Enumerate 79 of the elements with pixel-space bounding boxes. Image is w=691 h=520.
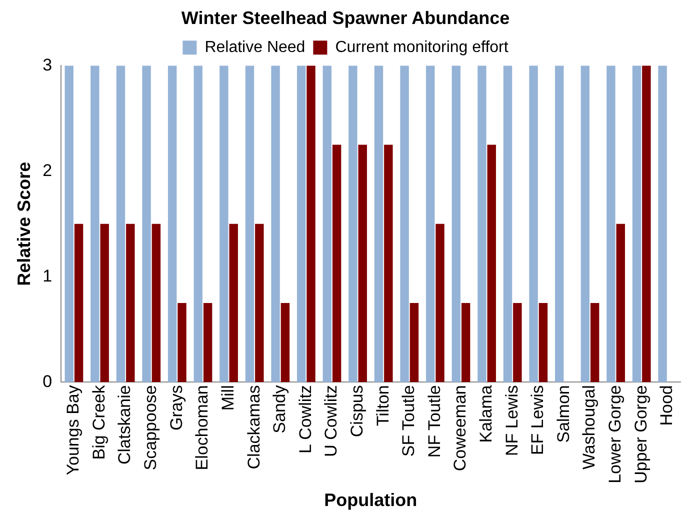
bar bbox=[168, 66, 177, 382]
x-tick-label: L Cowlitz bbox=[296, 385, 315, 454]
x-tick-label: Hood bbox=[657, 385, 676, 426]
x-tick-label: Clatskanie bbox=[115, 385, 134, 464]
bar bbox=[116, 66, 126, 382]
bar bbox=[306, 66, 316, 382]
bar bbox=[513, 302, 522, 382]
bar bbox=[410, 302, 419, 382]
x-tick-label: NF Lewis bbox=[502, 385, 522, 456]
bar bbox=[658, 66, 667, 382]
bar bbox=[384, 144, 393, 382]
x-tick-label: SF Toutle bbox=[399, 385, 418, 457]
x-tick-label: Clackamas bbox=[244, 385, 264, 470]
bar bbox=[529, 66, 538, 382]
x-tick-label: Kalama bbox=[476, 384, 496, 443]
bar bbox=[538, 302, 548, 382]
bar bbox=[554, 66, 564, 382]
x-tick-label: Mill bbox=[218, 385, 238, 411]
x-tick-label: Lower Gorge bbox=[605, 385, 624, 484]
y-tick-label: 1 bbox=[42, 266, 52, 286]
x-tick-label: Big Creek bbox=[89, 384, 108, 460]
legend-label: Relative Need bbox=[204, 39, 306, 56]
bar bbox=[194, 66, 202, 382]
bar bbox=[374, 66, 384, 382]
x-tick-label: Sandy bbox=[270, 384, 290, 434]
bar bbox=[322, 66, 332, 382]
bar bbox=[436, 224, 444, 382]
y-tick-label: 3 bbox=[42, 55, 52, 74]
x-tick-label: Tilton bbox=[373, 385, 392, 426]
y-tick-label: 2 bbox=[42, 160, 52, 180]
bar bbox=[152, 224, 161, 382]
bar bbox=[478, 66, 486, 382]
x-tick-label: Washougal bbox=[580, 385, 599, 470]
bar bbox=[126, 224, 135, 382]
x-tick-label: Upper Gorge bbox=[631, 385, 650, 484]
x-tick-label: NF Toutle bbox=[424, 385, 444, 458]
bar bbox=[461, 302, 470, 382]
x-tick-label: EF Lewis bbox=[528, 385, 548, 456]
bar bbox=[580, 66, 590, 382]
bar bbox=[632, 66, 642, 382]
bar bbox=[90, 66, 100, 382]
bar bbox=[642, 66, 651, 382]
bar bbox=[220, 66, 228, 382]
x-tick-label: Youngs Bay bbox=[64, 384, 83, 476]
bar bbox=[100, 224, 109, 382]
bar bbox=[296, 66, 306, 382]
bar bbox=[487, 144, 496, 382]
x-tick-label: Coweeman bbox=[450, 385, 470, 472]
y-tick-label: 0 bbox=[42, 372, 52, 391]
bar bbox=[348, 66, 358, 382]
bar bbox=[74, 224, 84, 382]
x-tick-label: Grays bbox=[166, 385, 186, 430]
bar bbox=[245, 66, 254, 382]
bar bbox=[332, 144, 342, 382]
bar bbox=[400, 66, 409, 382]
bar bbox=[452, 66, 460, 382]
x-tick-label: Salmon bbox=[554, 385, 573, 443]
bar bbox=[503, 66, 512, 382]
x-axis-title: Population bbox=[324, 490, 418, 510]
x-tick-label: Scappoose bbox=[141, 385, 160, 470]
bar bbox=[255, 224, 264, 382]
x-tick-label: Cispus bbox=[347, 385, 366, 438]
bar bbox=[606, 66, 616, 382]
y-axis-title: Relative Score bbox=[14, 162, 34, 286]
bar bbox=[280, 302, 290, 382]
legend-label: Current monitoring effort bbox=[335, 39, 509, 56]
bar bbox=[590, 302, 600, 382]
x-tick-label: Elochoman bbox=[192, 385, 212, 470]
bar bbox=[142, 66, 151, 382]
bar bbox=[64, 66, 74, 382]
x-tick-label: U Cowlitz bbox=[322, 385, 341, 457]
bar bbox=[178, 302, 186, 382]
bar bbox=[271, 66, 280, 382]
bar bbox=[358, 144, 367, 382]
bar bbox=[426, 66, 435, 382]
bar bbox=[616, 224, 625, 382]
bar bbox=[203, 302, 212, 382]
bar bbox=[229, 224, 238, 382]
chart-title: Winter Steelhead Spawner Abundance bbox=[181, 8, 510, 28]
